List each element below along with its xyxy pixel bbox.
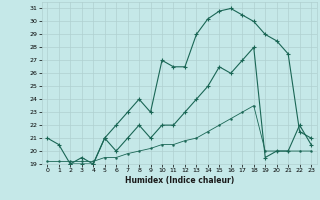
X-axis label: Humidex (Indice chaleur): Humidex (Indice chaleur)	[124, 176, 234, 185]
